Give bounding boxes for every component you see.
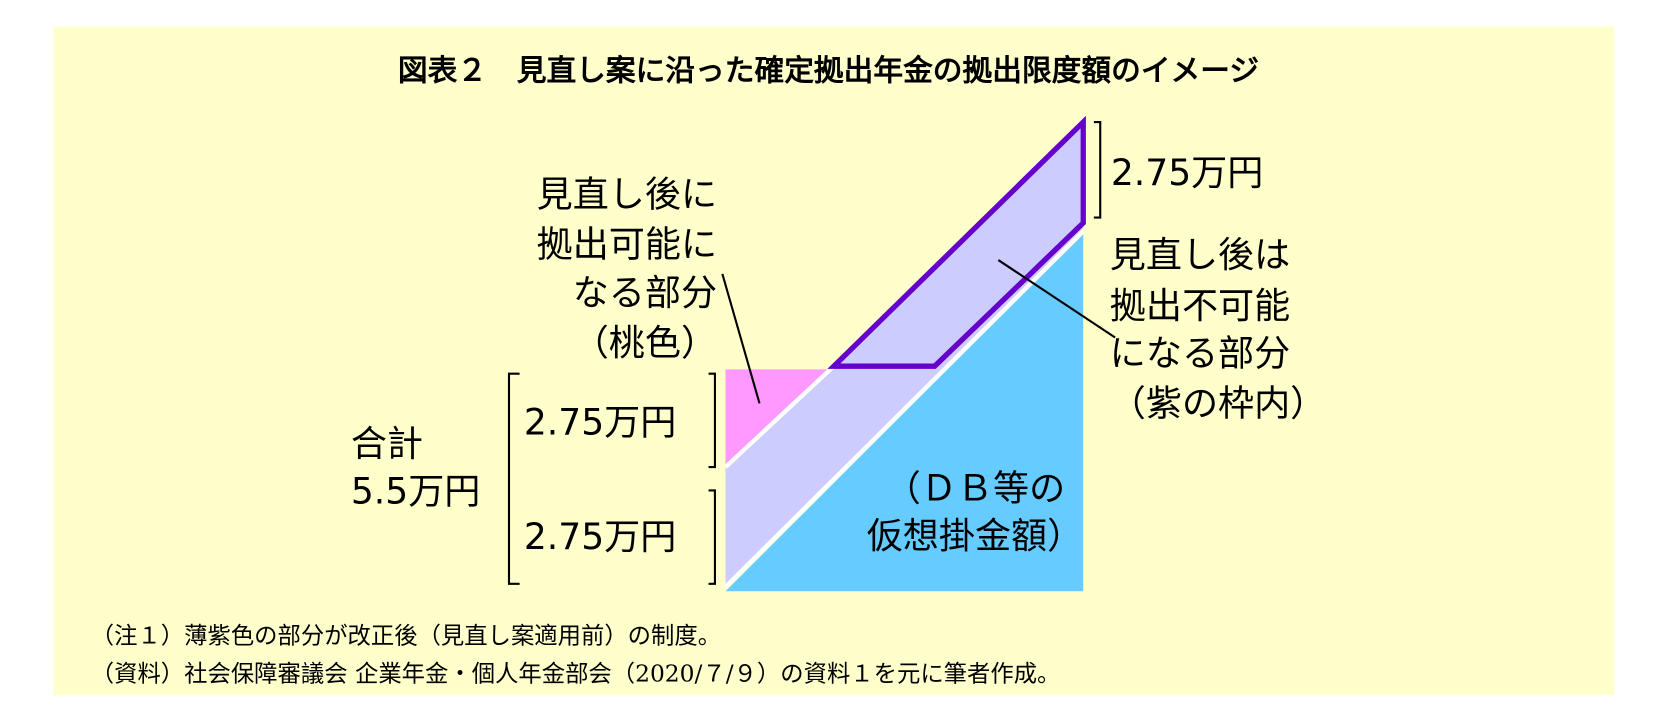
left-label: なる部分 [573,272,717,314]
blue-label: 仮想掛金額） [867,515,1083,557]
title: 図表２ 見直し案に沿った確定拠出年金の拠出限度額のイメージ [398,54,1259,89]
left-label: 見直し後に [537,173,717,215]
leader-line [997,259,1116,339]
note: （注１）薄紫色の部分が改正後（見直し案適用前）の制度。 [91,621,721,649]
amount-label: 2.75万円 [1111,152,1264,194]
lavender-area [725,122,1084,584]
bracket [708,489,716,585]
amount-label: 2.75万円 [524,402,676,444]
blue-label: （ＤＢ等の [885,467,1065,509]
bracket [1093,121,1102,219]
note: （資料）社会保障審議会 企業年金・個人年金部会（2020/７/９）の資料１を元に… [91,660,1061,688]
separator [724,364,836,469]
right-label: になる部分 [1110,333,1290,375]
left-label: 拠出可能に [537,223,717,265]
left-label: （桃色） [573,322,717,364]
right-label: 見直し後は [1110,234,1290,276]
total-label: 5.5万円 [351,471,481,513]
separator [724,229,1085,589]
leader-line [721,273,761,404]
background [53,26,1614,696]
purple-frame [827,115,1086,369]
total-label: 合計 [351,423,423,465]
right-label: 拠出不可能 [1110,285,1290,327]
amount-label: 2.75万円 [524,516,676,558]
bracket [507,372,520,585]
right-label: （紫の枠内） [1110,382,1326,424]
bracket [708,372,716,469]
blue-area [725,233,1084,592]
